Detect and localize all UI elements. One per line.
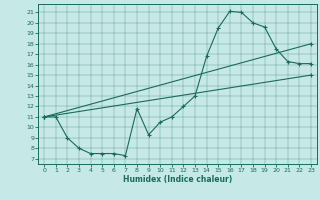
X-axis label: Humidex (Indice chaleur): Humidex (Indice chaleur) (123, 175, 232, 184)
